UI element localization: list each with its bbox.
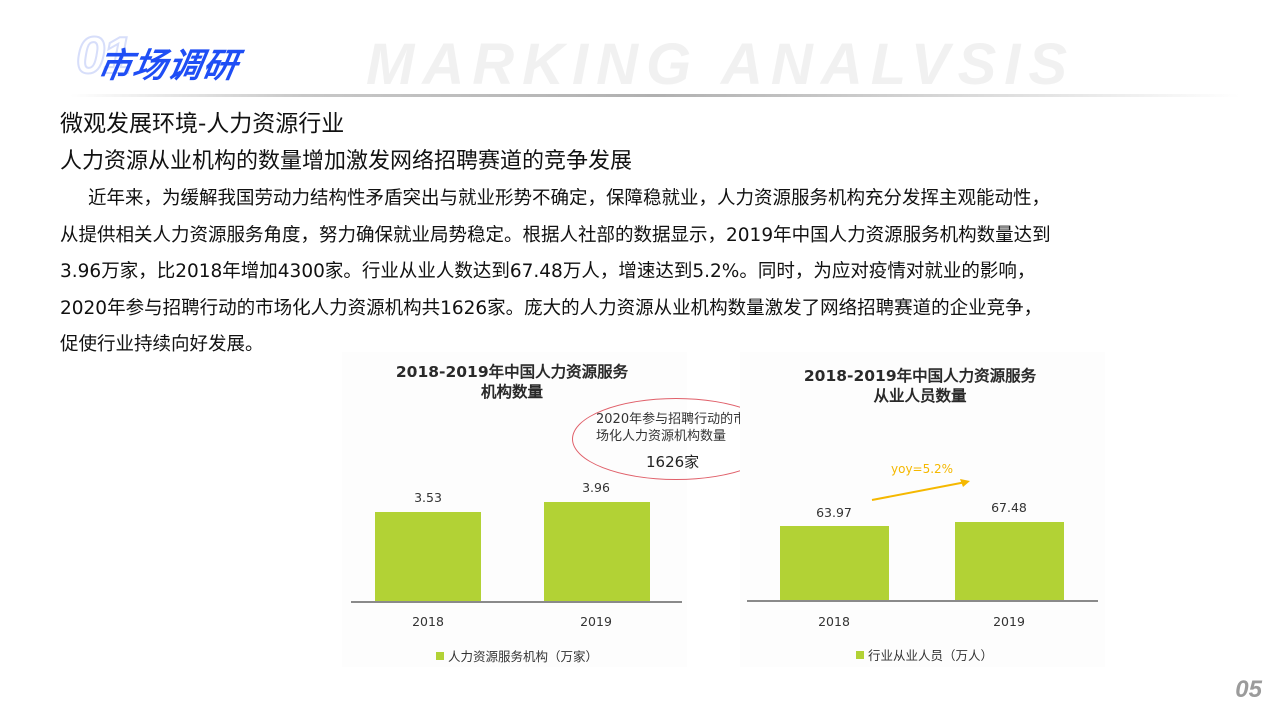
x-tick-label: 2019: [580, 614, 612, 629]
header-divider: [70, 94, 1240, 97]
callout-text: 2020年参与招聘行动的市 场化人力资源机构数量: [596, 412, 747, 444]
yoy-annotation: yoy=5.2%: [891, 462, 954, 476]
section-title: 微观发展环境-人力资源行业: [60, 111, 345, 137]
header-watermark: MARKING ANALVSIS: [366, 32, 1076, 97]
callout-value: 1626家: [646, 453, 700, 471]
chart-employees: [740, 352, 1105, 667]
legend-swatch: [856, 650, 864, 659]
bar-value-label: 3.96: [582, 480, 610, 495]
bar-2018: [375, 512, 481, 602]
body-line: 近年来，为缓解我国劳动力结构性矛盾突出与就业形势不确定，保障稳就业，人力资源服务…: [88, 188, 1051, 209]
chart-title: 2018-2019年中国人力资源服务 机构数量: [395, 363, 629, 401]
x-tick-label: 2018: [412, 614, 444, 629]
x-tick-label: 2018: [818, 614, 850, 629]
x-axis: [351, 601, 682, 603]
sub-title: 人力资源从业机构的数量增加激发网络招聘赛道的竞争发展: [60, 149, 633, 174]
x-axis: [747, 600, 1098, 602]
bar-2019: [544, 502, 650, 602]
body-line: 2020年参与招聘行动的市场化人力资源机构共1626家。庞大的人力资源从业机构数…: [60, 297, 1043, 319]
chart-legend: 人力资源服务机构（万家）: [436, 646, 598, 665]
section-number: 01: [75, 27, 133, 85]
growth-arrow-icon: [871, 479, 970, 501]
body-line: 从提供相关人力资源服务角度，努力确保就业局势稳定。根据人社部的数据显示，2019…: [60, 224, 1051, 246]
page-number: 05: [1235, 676, 1262, 703]
bar-value-label: 3.53: [414, 490, 442, 505]
chart-title: 2018-2019年中国人力资源服务 从业人员数量: [803, 367, 1037, 405]
body-line: 3.96万家，比2018年增加4300家。行业从业人数达到67.48万人，增速达…: [60, 261, 1036, 282]
bar-2018: [780, 526, 889, 601]
x-tick-label: 2019: [993, 614, 1025, 629]
slide-header: 01 市场调研 MARKING ANALVSIS: [0, 0, 1280, 100]
body-paragraph: 近年来，为缓解我国劳动力结构性矛盾突出与就业形势不确定，保障稳就业，人力资源服务…: [60, 181, 1250, 364]
bar-value-label: 63.97: [816, 505, 852, 520]
legend-swatch: [436, 651, 444, 660]
bar-2019: [955, 522, 1064, 601]
chart-legend: 行业从业人员（万人）: [856, 645, 993, 664]
bar-value-label: 67.48: [991, 500, 1027, 515]
section-heading: 市场调研: [94, 46, 242, 86]
body-line: 促使行业持续向好发展。: [60, 334, 264, 355]
